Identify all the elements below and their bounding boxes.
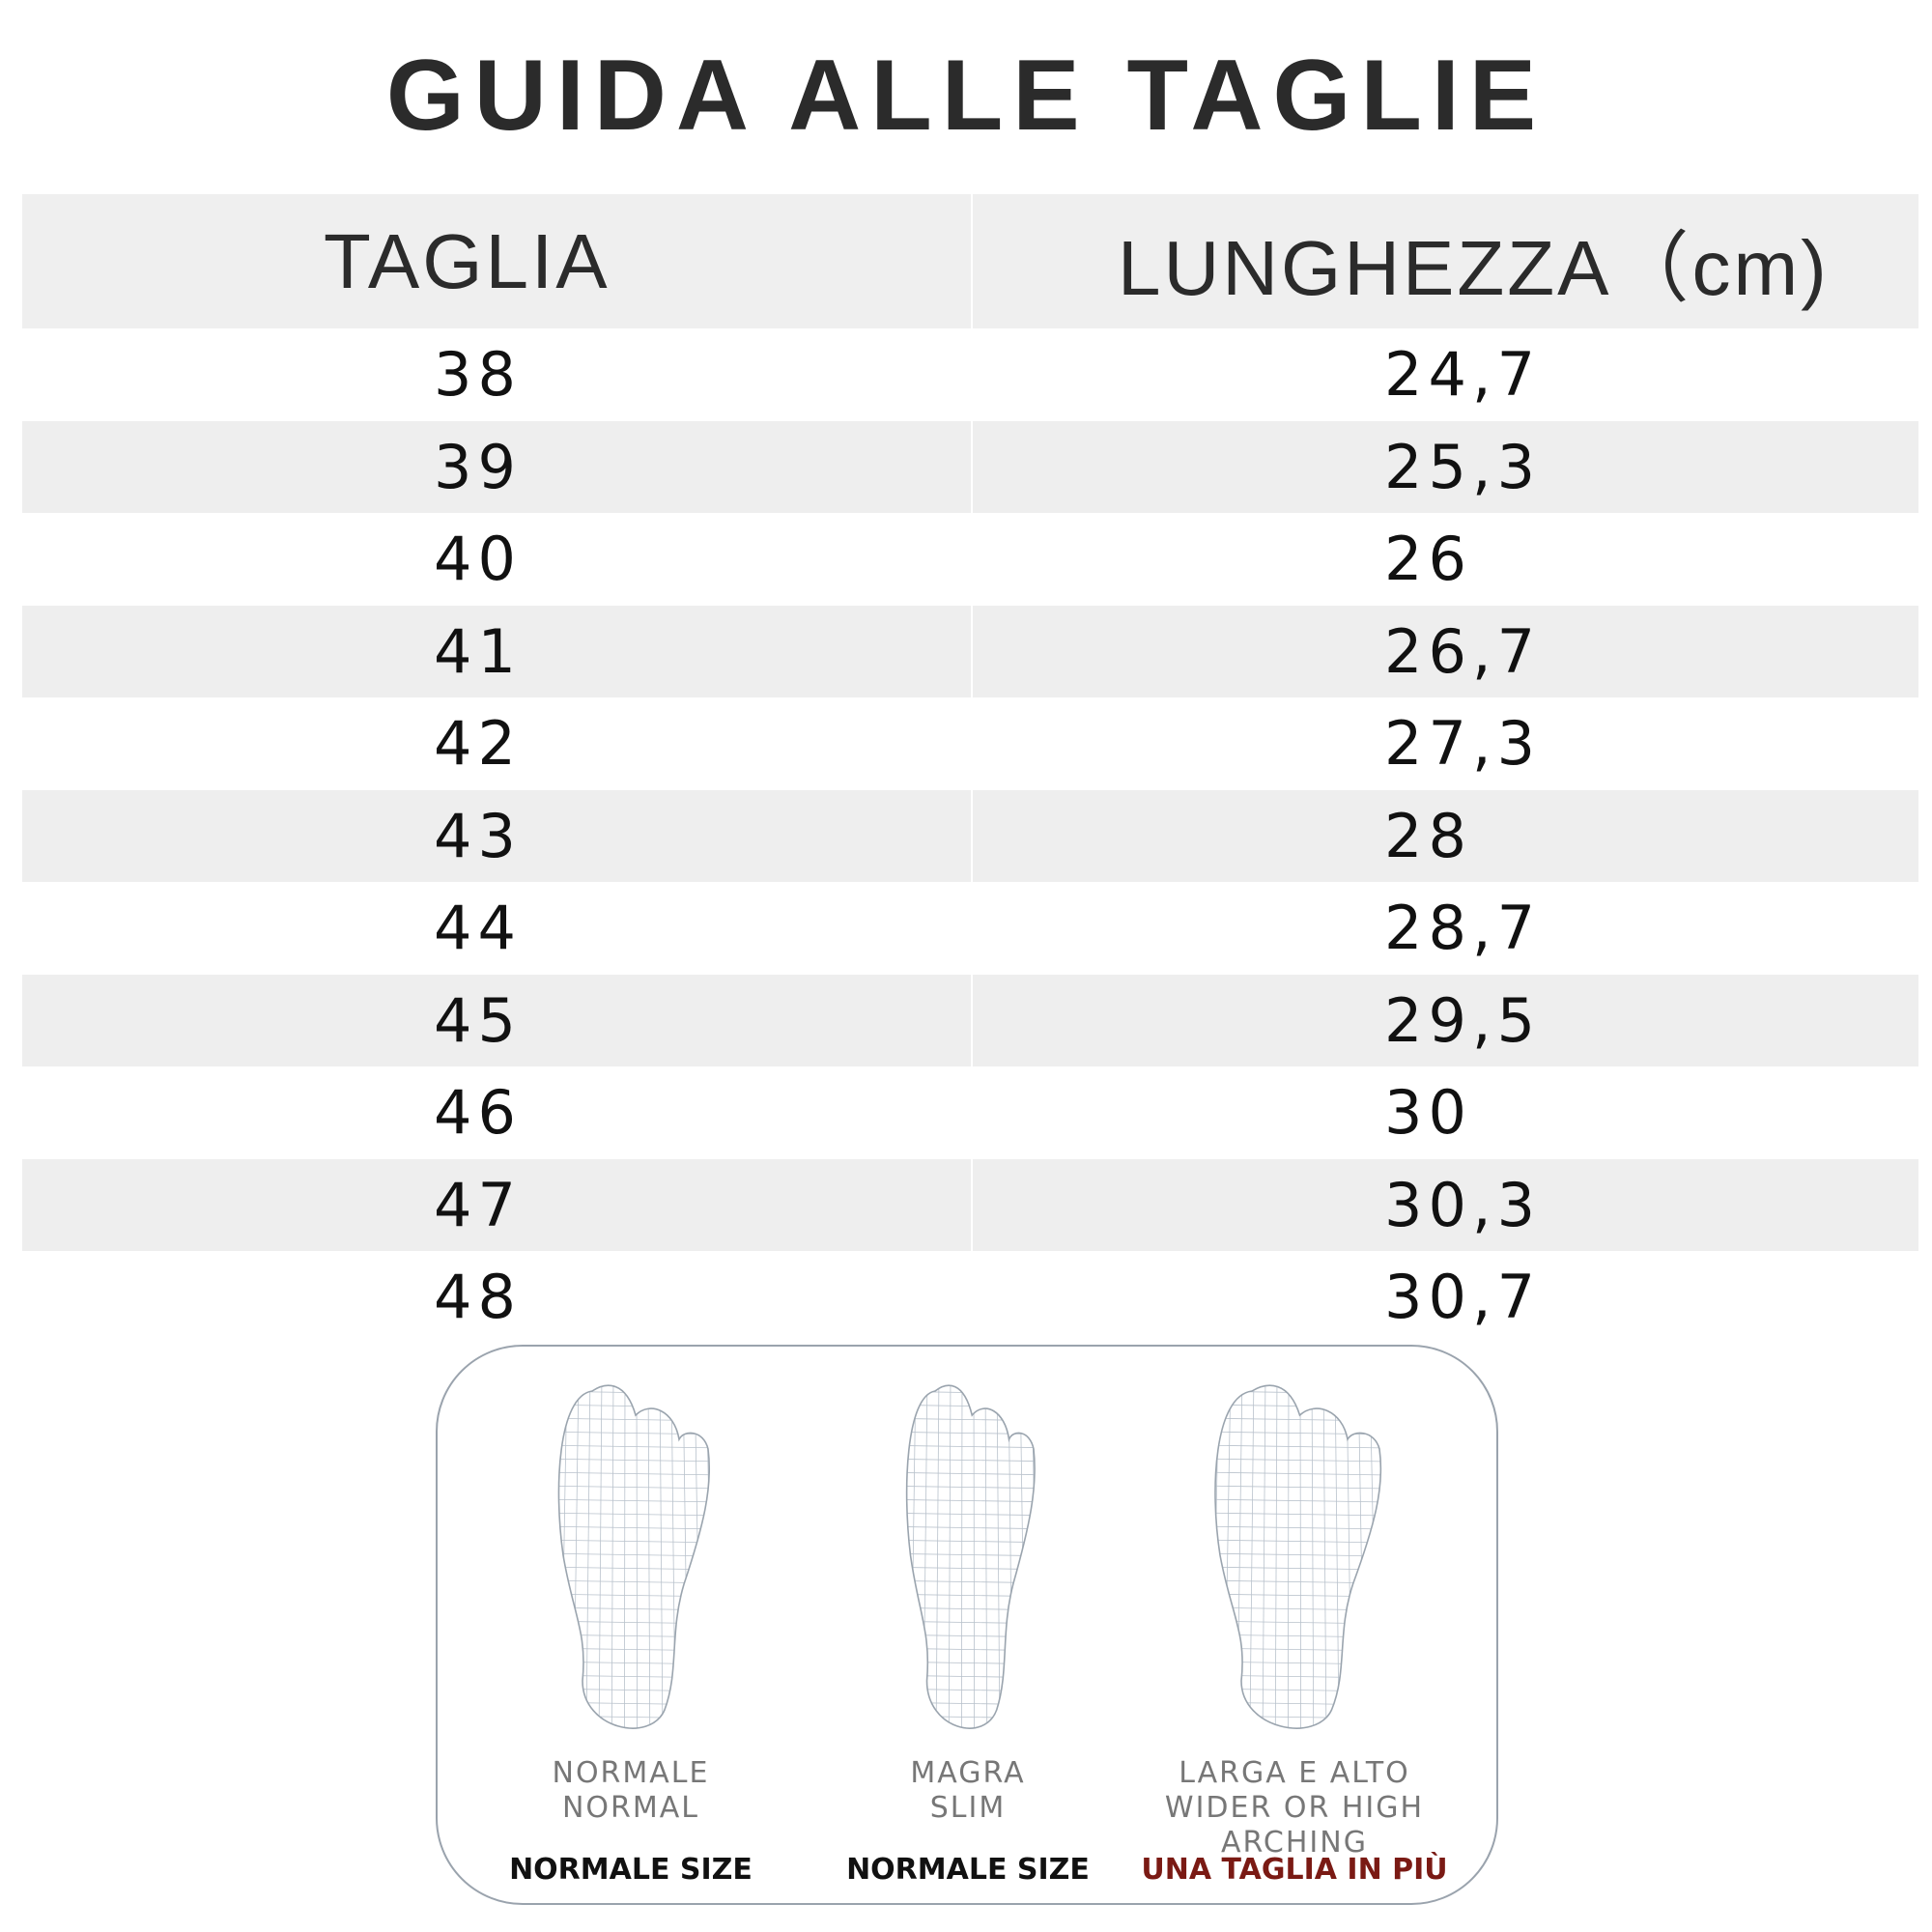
header-length: LUNGHEZZA（cm)	[973, 194, 1918, 328]
table-row: 41 26,7	[22, 605, 1918, 697]
size-cell: 41	[434, 615, 522, 687]
foot-type-en: NORMAL	[561, 1791, 700, 1825]
length-cell: 30	[1384, 1077, 1472, 1149]
foot-type-en: SLIM	[929, 1791, 1007, 1825]
table-row: 40 26	[22, 513, 1918, 606]
size-cell: 38	[434, 339, 522, 411]
foot-normal-icon	[557, 1384, 711, 1729]
table-row: 45 29,5	[22, 974, 1918, 1066]
length-cell: 30,3	[1384, 1169, 1542, 1240]
table-row: 43 28	[22, 789, 1918, 882]
length-cell: 28	[1384, 800, 1472, 871]
foot-type-label: MAGRA SLIM	[765, 1756, 1171, 1826]
size-cell: 46	[434, 1077, 522, 1149]
foot-type-label: LARGA E ALTO WIDER OR HIGH ARCHING	[1092, 1756, 1497, 1861]
length-cell: 28,7	[1384, 893, 1542, 964]
header-size: TAGLIA	[22, 194, 971, 328]
table-row: 42 27,3	[22, 697, 1918, 790]
table-row: 38 24,7	[22, 328, 1918, 421]
length-cell: 26,7	[1384, 615, 1542, 687]
size-cell: 42	[434, 708, 522, 780]
size-cell: 47	[434, 1169, 522, 1240]
size-cell: 45	[434, 984, 522, 1056]
length-cell: 25,3	[1384, 431, 1542, 502]
table-row: 48 30,7	[22, 1251, 1918, 1344]
foot-slim-icon	[905, 1384, 1036, 1729]
length-cell: 29,5	[1384, 984, 1542, 1056]
foot-type-it: LARGA E ALTO	[1179, 1756, 1410, 1790]
table-row: 39 25,3	[22, 420, 1918, 513]
foot-type-label: NORMALE NORMAL	[428, 1756, 834, 1826]
size-cell: 44	[434, 893, 522, 964]
length-cell: 26	[1384, 524, 1472, 595]
length-cell: 30,7	[1384, 1262, 1542, 1333]
foot-type-en: WIDER OR HIGH ARCHING	[1164, 1791, 1425, 1860]
length-cell: 27,3	[1384, 708, 1542, 780]
length-cell: 24,7	[1384, 339, 1542, 411]
size-recommendation: UNA TAGLIA IN PIÙ	[1141, 1853, 1448, 1887]
size-cell: 43	[434, 800, 522, 871]
size-table: TAGLIA LUNGHEZZA（cm) 38 24,7 39 25,3 40 26 41 2…	[22, 194, 1918, 1344]
table-header: TAGLIA LUNGHEZZA（cm)	[22, 194, 1918, 328]
size-cell: 40	[434, 524, 522, 595]
size-cell: 39	[434, 431, 522, 502]
foot-type-it: NORMALE	[552, 1756, 710, 1790]
table-row: 47 30,3	[22, 1158, 1918, 1251]
size-recommendation: NORMALE SIZE	[509, 1853, 753, 1887]
foot-type-it: MAGRA	[910, 1756, 1026, 1790]
size-cell: 48	[434, 1262, 522, 1333]
table-row: 44 28,7	[22, 882, 1918, 975]
page-title: GUIDA ALLE TAGLIE	[385, 40, 1547, 152]
size-recommendation: NORMALE SIZE	[846, 1853, 1090, 1887]
table-row: 46 30	[22, 1066, 1918, 1159]
foot-wide-icon	[1214, 1384, 1382, 1729]
